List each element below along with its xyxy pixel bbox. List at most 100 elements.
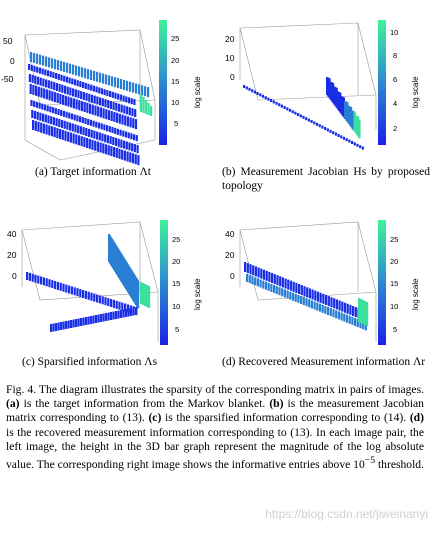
bar xyxy=(52,107,55,114)
bar xyxy=(295,282,298,293)
bar xyxy=(28,74,31,82)
bar xyxy=(30,100,33,106)
bar xyxy=(30,64,33,71)
bar xyxy=(67,131,70,142)
z-tick: 40 xyxy=(225,229,235,239)
bar xyxy=(273,285,276,293)
bar xyxy=(105,74,108,85)
bar xyxy=(342,97,345,118)
bar xyxy=(364,301,367,325)
bar xyxy=(48,90,51,101)
bar xyxy=(57,73,60,80)
bar xyxy=(49,71,52,78)
bar xyxy=(344,101,347,119)
bar xyxy=(96,141,99,152)
bar xyxy=(120,104,123,113)
bar xyxy=(329,129,332,133)
bar xyxy=(104,297,107,306)
bar xyxy=(100,88,104,95)
bar xyxy=(93,70,96,81)
bar xyxy=(119,129,122,136)
bar xyxy=(275,101,278,105)
bar xyxy=(112,137,115,145)
z-tick: 40 xyxy=(7,229,17,239)
bar xyxy=(111,76,114,87)
bar xyxy=(41,103,44,110)
bar xyxy=(120,79,123,89)
bar xyxy=(121,149,124,160)
bar xyxy=(321,125,324,129)
bar xyxy=(65,111,68,118)
bar xyxy=(284,278,287,289)
bar xyxy=(40,87,43,98)
colorbar xyxy=(378,220,386,345)
bar xyxy=(334,132,337,136)
bar xyxy=(106,125,109,132)
bar xyxy=(126,116,129,127)
bar xyxy=(31,74,34,83)
bar xyxy=(334,87,337,107)
bar xyxy=(294,111,297,115)
bar xyxy=(119,94,122,101)
bar xyxy=(79,81,82,88)
bar xyxy=(26,272,29,280)
bar xyxy=(95,121,98,128)
bar xyxy=(104,99,107,108)
bar xyxy=(88,93,91,102)
subcaption-a: (a) Target information Λt xyxy=(35,166,152,178)
bar xyxy=(34,75,37,84)
bar xyxy=(118,148,121,159)
bar xyxy=(66,62,69,73)
bar xyxy=(286,290,289,299)
bar xyxy=(332,83,335,103)
bar xyxy=(289,291,292,300)
colorbar xyxy=(160,220,168,345)
bar xyxy=(101,296,104,305)
bar xyxy=(130,133,133,140)
bar xyxy=(248,275,251,284)
bar xyxy=(353,111,356,132)
bar xyxy=(36,66,39,73)
bar xyxy=(90,292,93,301)
bar xyxy=(127,308,130,317)
bar xyxy=(91,139,94,150)
bar xyxy=(39,54,42,65)
bar xyxy=(115,311,118,319)
bar xyxy=(333,298,336,309)
bar xyxy=(333,86,336,105)
bar xyxy=(88,138,91,149)
bar xyxy=(107,110,111,121)
bar xyxy=(58,119,61,127)
bar xyxy=(147,103,150,115)
bar xyxy=(62,321,65,330)
bar xyxy=(132,307,135,316)
bar xyxy=(77,135,81,146)
bar xyxy=(83,102,86,112)
colorbar-tick: 20 xyxy=(390,257,398,266)
bar xyxy=(131,153,135,164)
bar xyxy=(52,72,55,79)
bar xyxy=(298,284,301,294)
colorbar xyxy=(378,20,386,145)
caption-intro: The diagram illustrates the sparsity of … xyxy=(38,383,424,396)
bar xyxy=(123,105,126,114)
bar xyxy=(35,85,38,96)
panel-b: 20 10 0 10 8 6 4 2 log scale (b) Measure… xyxy=(218,0,436,192)
figure-label: Fig. 4. xyxy=(6,383,37,396)
bar xyxy=(343,313,346,322)
colorbar-tick: 15 xyxy=(172,279,180,288)
bar xyxy=(90,129,93,138)
bar xyxy=(68,77,71,84)
bar xyxy=(340,96,343,115)
bar xyxy=(35,101,38,108)
bar xyxy=(144,86,147,97)
colorbar-label: log scale xyxy=(411,278,420,310)
bar xyxy=(102,313,105,322)
bar xyxy=(325,295,328,305)
bar xyxy=(83,137,86,148)
bar xyxy=(44,114,47,123)
bar xyxy=(94,140,97,151)
bar xyxy=(96,96,99,105)
bar xyxy=(348,315,351,324)
bar xyxy=(140,282,143,304)
